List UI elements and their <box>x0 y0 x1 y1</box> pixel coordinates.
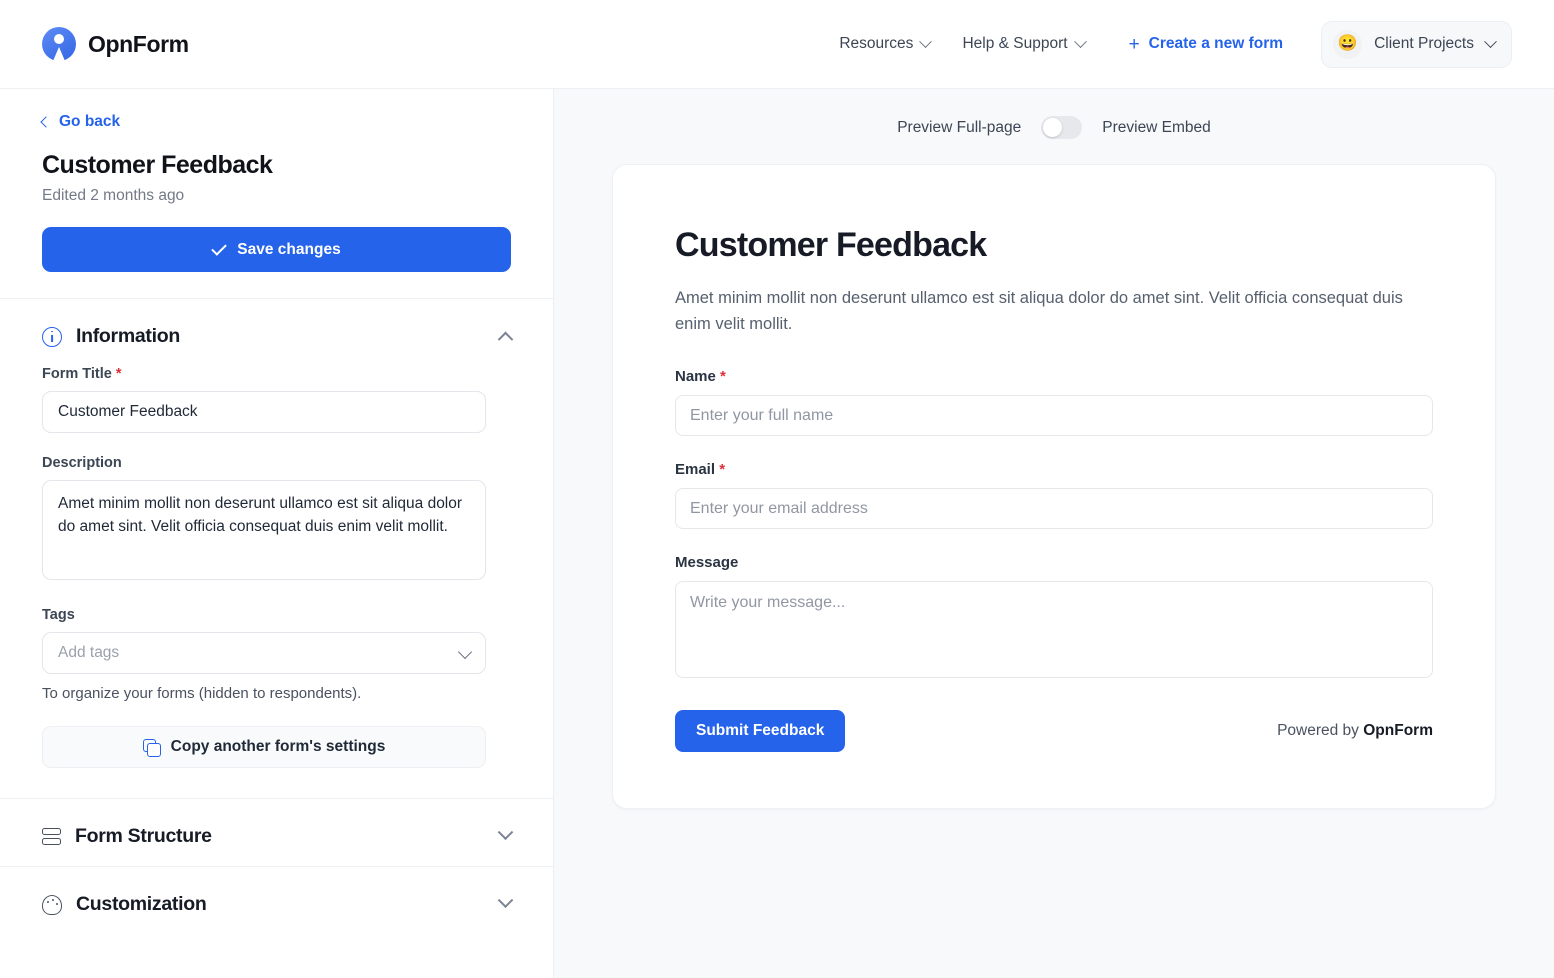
preview-email-label: Email * <box>675 461 1433 478</box>
palette-icon <box>42 894 62 915</box>
preview-email-input[interactable] <box>675 488 1433 530</box>
preview-message-textarea[interactable] <box>675 581 1433 679</box>
required-marker: * <box>720 368 726 386</box>
preview-field-message: Message <box>675 554 1433 683</box>
required-marker: * <box>115 366 122 382</box>
chevron-down-icon <box>1073 34 1087 48</box>
preview-field-email: Email * <box>675 461 1433 530</box>
check-icon <box>211 239 228 256</box>
nav-item-help-support[interactable]: Help & Support <box>946 27 1100 61</box>
preview-mode-toggle-row: Preview Full-page Preview Embed <box>612 89 1496 164</box>
section-title-customization: Customization <box>76 893 207 915</box>
sidebar-header: Go back Customer Feedback Edited 2 month… <box>0 89 553 298</box>
workspace-name: Client Projects <box>1374 35 1474 52</box>
required-marker: * <box>719 461 726 479</box>
preview-form-description: Amet minim mollit non deserunt ullamco e… <box>675 289 1403 334</box>
opnform-logo-icon <box>42 27 76 61</box>
plus-icon: + <box>1128 33 1140 55</box>
form-preview-pane: Preview Full-page Preview Embed Customer… <box>554 89 1554 978</box>
copy-another-form-settings-label: Copy another form's settings <box>170 738 386 755</box>
create-new-form-button[interactable]: + Create a new form <box>1113 27 1300 62</box>
section-customization: Customization <box>0 867 553 934</box>
top-navigation-bar: OpnForm Resources Help & Support + Creat… <box>0 0 1554 89</box>
preview-fullpage-label: Preview Full-page <box>897 118 1022 136</box>
brand-name: OpnForm <box>88 30 189 57</box>
chevron-down-icon <box>919 34 933 48</box>
tags-select-wrapper: Add tags <box>42 632 486 674</box>
info-circle-icon <box>42 326 62 347</box>
tags-helper-text: To organize your forms (hidden to respon… <box>42 685 362 702</box>
powered-by-prefix: Powered by <box>1277 722 1364 740</box>
nav-item-resources-label: Resources <box>839 35 914 52</box>
section-header-form-structure[interactable]: Form Structure <box>42 799 514 866</box>
nav-item-help-support-label: Help & Support <box>962 35 1068 52</box>
form-preview-card: Customer Feedback Amet minim mollit non … <box>612 164 1496 810</box>
powered-by-text: Powered by OpnForm <box>1277 722 1433 740</box>
preview-field-name: Name * <box>675 368 1433 437</box>
form-editor-sidebar: Go back Customer Feedback Edited 2 month… <box>0 89 554 978</box>
chevron-down-icon[interactable] <box>497 824 514 841</box>
section-information: Information Form Title * Description Tag… <box>0 299 553 768</box>
page-shell: Go back Customer Feedback Edited 2 month… <box>0 89 1554 978</box>
tags-label: Tags <box>42 607 75 623</box>
section-title-information: Information <box>76 325 180 347</box>
preview-form-title: Customer Feedback <box>675 226 987 264</box>
form-title-input[interactable] <box>42 391 486 433</box>
go-back-label: Go back <box>59 113 121 130</box>
page-title: Customer Feedback <box>42 151 273 179</box>
field-tags: Tags Add tags To organize your forms (hi… <box>42 607 511 702</box>
workspace-switcher[interactable]: 😀 Client Projects <box>1321 20 1512 68</box>
chevron-down-icon <box>1484 34 1497 48</box>
powered-by-brand: OpnForm <box>1363 722 1433 740</box>
preview-name-label: Name * <box>675 368 1433 385</box>
section-form-structure: Form Structure <box>0 799 553 866</box>
field-description: Description <box>42 455 511 585</box>
form-title-label: Form Title * <box>42 366 511 382</box>
preview-email-label-text: Email <box>675 461 716 479</box>
save-changes-label: Save changes <box>237 240 341 258</box>
form-title-label-text: Form Title <box>42 366 112 382</box>
chevron-down-icon[interactable] <box>497 892 514 909</box>
preview-mode-toggle[interactable] <box>1041 116 1083 139</box>
create-new-form-label: Create a new form <box>1148 35 1284 52</box>
preview-message-label-text: Message <box>675 554 739 572</box>
last-edited-text: Edited 2 months ago <box>42 187 185 204</box>
divider <box>0 798 553 799</box>
preview-form-footer: Submit Feedback Powered by OpnForm <box>675 710 1433 753</box>
field-form-title: Form Title * <box>42 366 511 433</box>
go-back-link[interactable]: Go back <box>40 113 121 131</box>
submit-feedback-button[interactable]: Submit Feedback <box>675 710 846 753</box>
copy-another-form-settings-button[interactable]: Copy another form's settings <box>42 726 486 768</box>
divider <box>0 298 553 299</box>
section-header-customization[interactable]: Customization <box>42 867 514 934</box>
save-changes-button[interactable]: Save changes <box>42 227 511 272</box>
preview-name-input[interactable] <box>675 395 1433 437</box>
copy-icon <box>142 738 162 757</box>
description-label: Description <box>42 455 122 471</box>
section-title-form-structure: Form Structure <box>75 825 212 847</box>
chevron-left-icon <box>40 116 52 128</box>
brand-logo-group[interactable]: OpnForm <box>42 27 189 61</box>
tags-placeholder: Add tags <box>58 644 120 661</box>
form-structure-icon <box>42 827 61 846</box>
preview-embed-label: Preview Embed <box>1102 118 1211 136</box>
nav-item-resources[interactable]: Resources <box>823 27 946 61</box>
avatar: 😀 <box>1333 29 1363 59</box>
chevron-up-icon[interactable] <box>497 331 514 348</box>
section-header-information[interactable]: Information <box>42 299 514 366</box>
divider <box>0 866 553 867</box>
nav-right-group: Resources Help & Support + Create a new … <box>823 20 1512 68</box>
description-textarea[interactable] <box>42 480 486 580</box>
preview-name-label-text: Name <box>675 368 716 386</box>
tags-select[interactable]: Add tags <box>42 632 486 674</box>
preview-message-label: Message <box>675 554 1433 571</box>
